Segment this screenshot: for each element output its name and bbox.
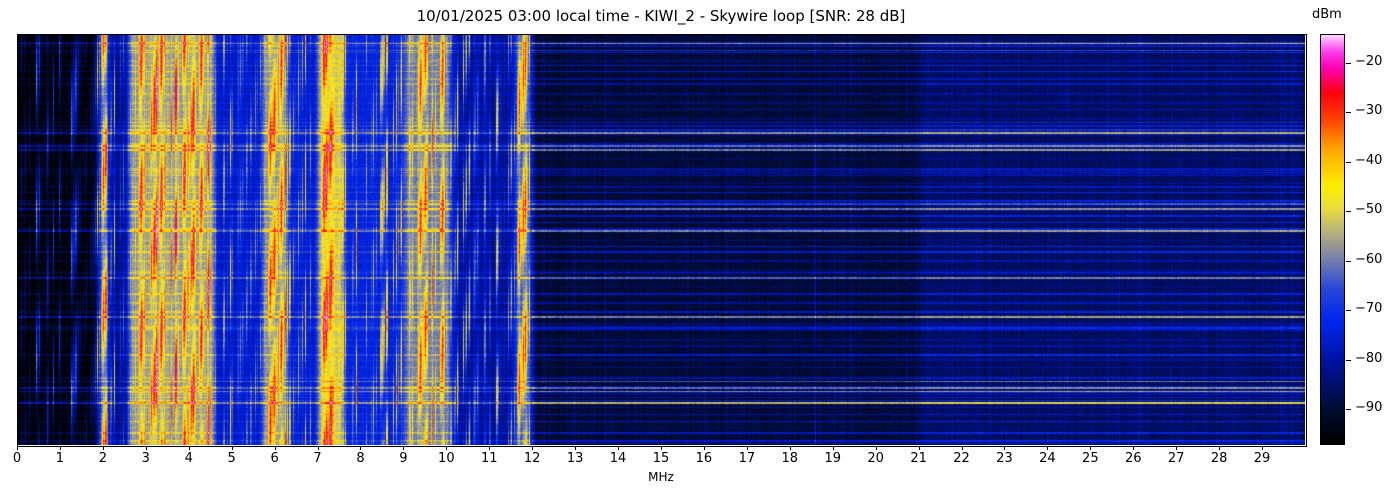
waterfall-plot[interactable] (17, 34, 1305, 445)
x-tick (360, 446, 362, 450)
x-tick-label: 1 (55, 451, 65, 466)
x-tick-label: 12 (523, 451, 541, 466)
x-tick-label: 8 (356, 451, 365, 466)
colorbar-gradient (1321, 35, 1344, 444)
colorbar-tick (1346, 63, 1351, 64)
x-tick (661, 446, 662, 450)
x-tick (918, 446, 920, 450)
x-tick-label: 7 (313, 451, 322, 466)
x-tick (446, 446, 448, 450)
x-tick-label: 3 (141, 451, 150, 466)
x-tick (188, 446, 190, 450)
x-tick-label: 23 (996, 451, 1013, 466)
page-title: 10/01/2025 03:00 local time - KIWI_2 - S… (416, 7, 906, 25)
x-tick-label: 29 (1253, 451, 1271, 466)
x-tick (618, 446, 620, 450)
x-tick (231, 446, 233, 450)
x-tick (1047, 446, 1049, 450)
x-tick (403, 446, 405, 450)
x-tick (875, 446, 877, 450)
x-tick (274, 446, 276, 450)
x-tick (532, 446, 534, 450)
x-tick-label: 17 (738, 451, 756, 466)
colorbar-tick-label: −80 (1355, 351, 1383, 366)
colorbar-tick (1346, 360, 1351, 361)
x-tick-label: 9 (399, 451, 408, 466)
x-tick-label: 2 (98, 451, 107, 466)
x-tick-label: 28 (1210, 451, 1228, 466)
x-tick (832, 446, 834, 450)
x-tick-label: 6 (270, 451, 279, 466)
colorbar-tick-label: −70 (1355, 301, 1383, 316)
colorbar-tick-label: −60 (1355, 252, 1383, 267)
x-axis-label: MHz (648, 470, 674, 484)
x-tick-label: 27 (1167, 451, 1185, 466)
x-tick (1133, 446, 1135, 450)
x-tick-label: 21 (910, 451, 927, 466)
x-tick-label: 22 (953, 451, 970, 466)
x-tick (1004, 446, 1006, 450)
x-tick (59, 446, 61, 450)
colorbar-tick-label: −90 (1355, 400, 1383, 415)
x-tick (575, 446, 577, 450)
x-tick-label: 26 (1124, 451, 1142, 466)
x-tick (1090, 446, 1092, 450)
colorbar-tick-label: −20 (1355, 54, 1383, 69)
x-tick-label: 15 (652, 451, 670, 466)
x-tick-label: 4 (184, 451, 193, 466)
x-tick (102, 446, 104, 450)
colorbar-tick (1346, 112, 1351, 113)
colorbar-tick (1346, 409, 1351, 410)
x-tick-label: 0 (12, 451, 22, 466)
x-tick (1176, 446, 1178, 450)
colorbar-tick-label: −40 (1355, 153, 1383, 168)
x-tick (1219, 446, 1221, 450)
x-tick (317, 446, 319, 450)
x-tick-label: 16 (695, 451, 713, 466)
colorbar-tick-label: −30 (1355, 103, 1383, 118)
x-tick (746, 446, 748, 450)
x-tick-label: 19 (824, 451, 841, 466)
x-tick-label: 18 (781, 451, 799, 466)
x-tick-label: 14 (609, 451, 627, 466)
colorbar-tick (1346, 310, 1351, 311)
colorbar[interactable] (1320, 34, 1345, 445)
x-tick (703, 446, 705, 450)
x-tick-label: 13 (566, 451, 584, 466)
x-tick (489, 446, 491, 450)
spectrogram-canvas[interactable] (17, 34, 1305, 445)
colorbar-tick (1346, 261, 1351, 262)
x-tick (145, 446, 147, 450)
x-tick-label: 24 (1039, 451, 1056, 466)
colorbar-tick-label: −50 (1355, 202, 1383, 217)
colorbar-title: dBm (1312, 7, 1342, 22)
x-tick (17, 446, 18, 450)
x-axis: 0 1 2 3 4 5 6 7 8 9 10 11 12 13 14 15 16 17 18 19 20 21 22 23 24… (13, 446, 1305, 486)
colorbar-tick (1346, 211, 1351, 212)
x-tick (961, 446, 963, 450)
x-tick (1262, 446, 1264, 450)
x-tick-label: 20 (867, 451, 884, 466)
x-tick-label: 10 (438, 451, 455, 466)
colorbar-tick (1346, 162, 1351, 163)
x-tick-label: 5 (227, 451, 236, 466)
x-tick-label: 25 (1082, 451, 1099, 466)
x-tick (789, 446, 791, 450)
x-tick-label: 11 (480, 451, 498, 466)
